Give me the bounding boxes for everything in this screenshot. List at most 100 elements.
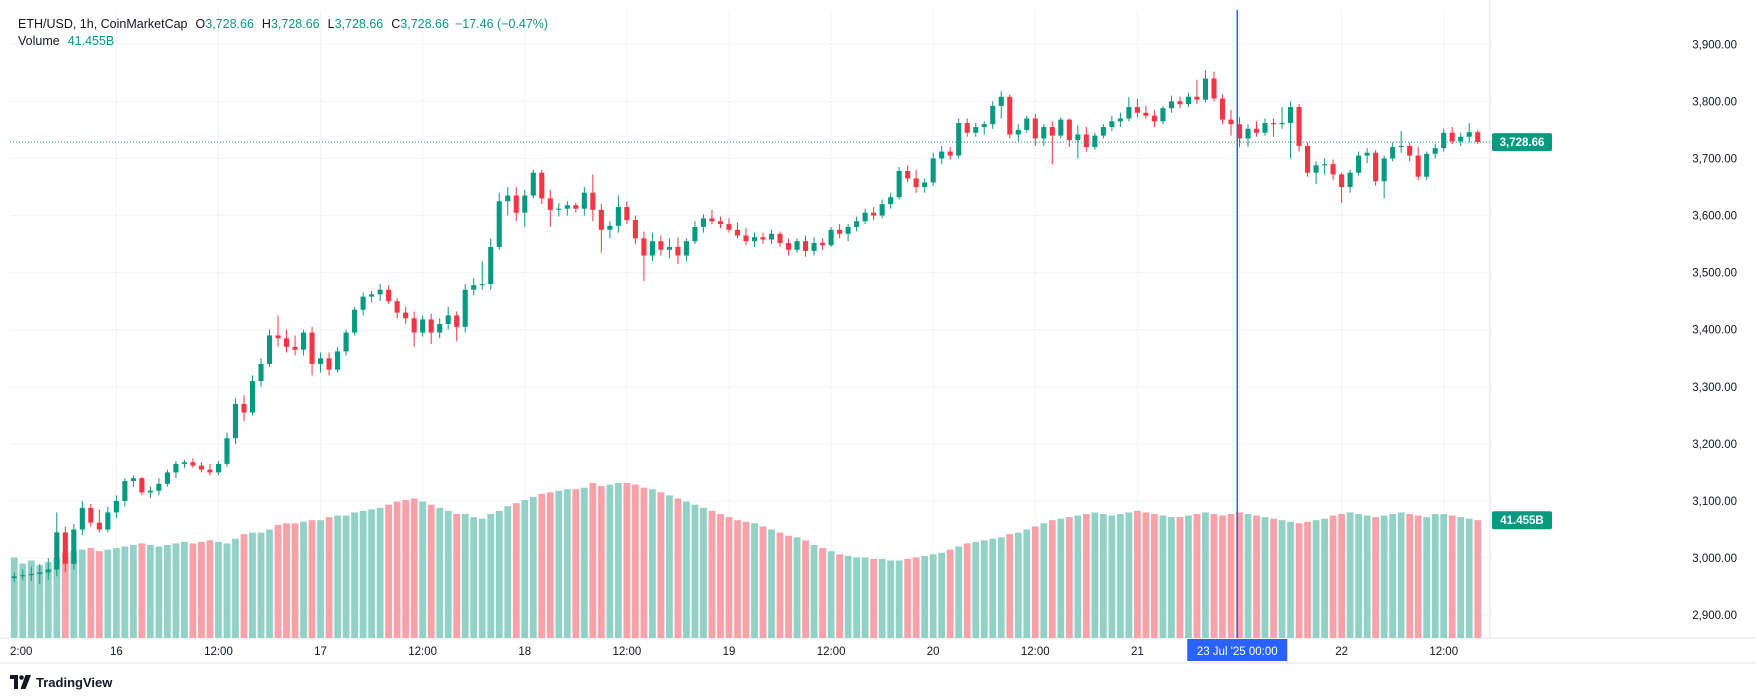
tradingview-logo[interactable]: TradingView bbox=[10, 671, 112, 693]
candle-body bbox=[956, 123, 962, 156]
candle bbox=[820, 238, 826, 250]
volume-bar bbox=[691, 504, 699, 638]
candle-body bbox=[666, 246, 672, 250]
time-tick-label: 20 bbox=[927, 646, 940, 658]
chart-frame[interactable]: 3,900.00 3,800.00 3,700.00 3,600.00 3,500.00… bbox=[0, 0, 1756, 668]
candle bbox=[1185, 92, 1192, 108]
candle bbox=[1075, 125, 1081, 159]
volume-bar bbox=[1057, 518, 1065, 638]
candle bbox=[1424, 151, 1430, 181]
candle-body bbox=[1032, 118, 1038, 139]
price-tick-label: 3,600.00 bbox=[1692, 211, 1737, 223]
candle-body bbox=[768, 233, 775, 240]
volume-bar bbox=[257, 532, 265, 638]
candle-body bbox=[998, 96, 1004, 106]
candle bbox=[1007, 94, 1013, 139]
candle bbox=[496, 192, 502, 250]
candle bbox=[615, 195, 621, 233]
candle-body bbox=[785, 242, 792, 250]
candle-body bbox=[88, 507, 94, 523]
candle bbox=[1313, 161, 1319, 185]
candle bbox=[956, 118, 962, 159]
candle bbox=[666, 238, 672, 259]
volume-bar bbox=[1236, 512, 1243, 638]
volume-bar bbox=[444, 510, 452, 638]
volume-bar bbox=[249, 532, 256, 638]
candle bbox=[854, 216, 860, 232]
candles bbox=[11, 69, 1481, 584]
volume-bar bbox=[215, 541, 222, 638]
candle-body bbox=[215, 463, 222, 473]
candlestick-chart[interactable]: 3,900.00 3,800.00 3,700.00 3,600.00 3,500.00… bbox=[0, 0, 1756, 668]
candle-body bbox=[1202, 78, 1209, 100]
candle-body bbox=[743, 235, 749, 242]
volume-badge-label: 41.455B bbox=[1500, 515, 1543, 527]
candle-body bbox=[649, 241, 655, 256]
candle bbox=[1339, 172, 1345, 203]
candle bbox=[675, 237, 681, 265]
tradingview-label: TradingView bbox=[36, 674, 113, 690]
volume-bar bbox=[376, 507, 384, 638]
candle-body bbox=[1356, 155, 1362, 173]
candle bbox=[352, 306, 358, 336]
volume-bar bbox=[453, 514, 461, 638]
volume-bar bbox=[725, 517, 733, 638]
candle-body bbox=[1185, 96, 1192, 105]
time-axis[interactable]: 2:00 16 12:00 17 12:00 18 12:00 19 12:00 20 12:00 2… bbox=[10, 639, 1458, 661]
candle-body bbox=[1253, 128, 1260, 133]
volume-bar bbox=[342, 515, 350, 638]
volume-bar bbox=[78, 549, 86, 638]
volume-bar bbox=[70, 551, 78, 638]
volume-bar bbox=[572, 489, 580, 638]
candle bbox=[1202, 69, 1209, 103]
candle bbox=[1100, 124, 1106, 139]
candle-body bbox=[1024, 118, 1030, 130]
volume-bar bbox=[895, 560, 903, 638]
chart-legend: ETH/USD, 1h, CoinMarketCap O 3,728.66 H 3,… bbox=[18, 16, 548, 50]
candle bbox=[649, 232, 655, 262]
candle-body bbox=[939, 151, 945, 159]
volume-label[interactable]: Volume bbox=[18, 34, 60, 48]
volume-bar bbox=[198, 541, 205, 638]
candle-body bbox=[837, 229, 843, 234]
candle-body bbox=[717, 221, 724, 225]
volume-bar bbox=[614, 483, 622, 638]
low-key: L bbox=[327, 17, 335, 31]
candle-body bbox=[1347, 172, 1353, 187]
candle bbox=[28, 566, 34, 581]
volume-bar bbox=[283, 523, 290, 638]
candle-body bbox=[641, 238, 647, 256]
candle-body bbox=[62, 532, 68, 564]
candle-body bbox=[794, 241, 800, 250]
volume-bar bbox=[912, 557, 920, 638]
candle-body bbox=[1415, 155, 1421, 177]
volume-bar bbox=[393, 501, 401, 638]
price-axis[interactable]: 3,900.00 3,800.00 3,700.00 3,600.00 3,500.00… bbox=[1492, 39, 1737, 622]
candle-body bbox=[462, 289, 468, 327]
candle bbox=[394, 298, 400, 319]
candle bbox=[275, 315, 281, 347]
candle bbox=[437, 318, 443, 339]
candle bbox=[862, 208, 868, 225]
candle-body bbox=[437, 324, 443, 333]
candle-body bbox=[11, 576, 17, 579]
volume-bar bbox=[1465, 518, 1473, 638]
candle bbox=[871, 206, 877, 221]
symbol-line[interactable]: ETH/USD, 1h, CoinMarketCap bbox=[18, 17, 188, 31]
candle-body bbox=[20, 575, 26, 577]
candle-body bbox=[556, 208, 562, 210]
candle bbox=[190, 458, 196, 468]
time-tick-label: 12:00 bbox=[204, 646, 233, 658]
candle bbox=[232, 398, 239, 444]
candle-body bbox=[522, 195, 528, 213]
candle bbox=[990, 101, 996, 129]
candle-body bbox=[811, 242, 817, 251]
candle bbox=[888, 192, 894, 209]
candle-body bbox=[1262, 123, 1268, 133]
volume-bar bbox=[368, 509, 376, 638]
candle bbox=[1041, 124, 1047, 146]
candle-body bbox=[973, 127, 979, 133]
candle bbox=[411, 311, 417, 347]
volume-bar bbox=[1440, 514, 1448, 638]
volume-bar bbox=[402, 500, 410, 638]
